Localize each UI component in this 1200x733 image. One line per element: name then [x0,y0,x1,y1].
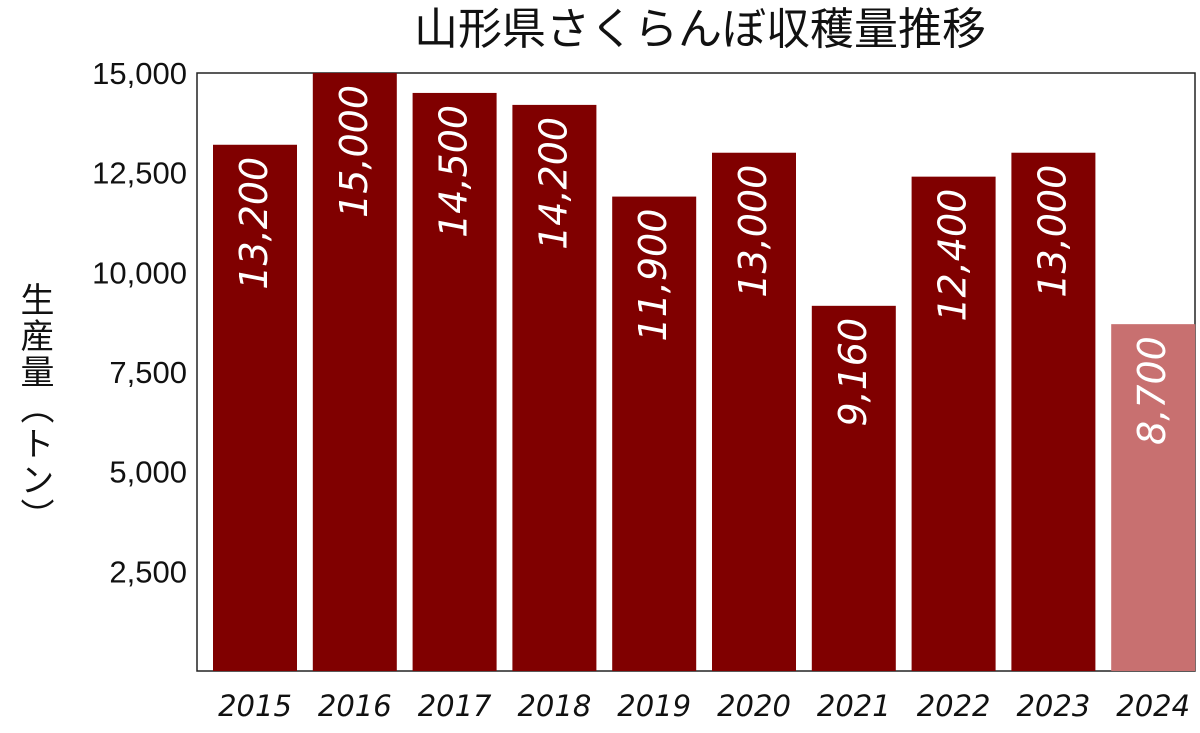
bar-2019 [612,196,697,671]
bar-value-label: 11,900 [631,209,675,342]
bar-value-label: 13,200 [232,157,276,290]
bar-2017 [412,92,497,671]
bar-2018 [512,104,597,672]
bar-2022 [911,176,996,672]
y-tick-label: 7,500 [109,355,187,390]
y-tick-label: 12,500 [92,156,187,191]
bars: 13,200 15,000 14,500 14,200 11,900 13,000 9,16… [213,73,1196,672]
x-tick-label: 2019 [617,689,691,723]
y-tick-label: 10,000 [92,255,187,290]
bar-value-label: 8,700 [1130,336,1174,445]
x-tick-label: 2016 [318,689,392,723]
y-axis-ticks: 2,500 5,000 7,500 10,000 12,500 15,000 [92,56,187,589]
x-tick-label: 2018 [517,689,591,723]
bar-value-label: 9,160 [831,318,875,427]
x-tick-label: 2020 [717,689,791,723]
bar-2024 [1111,324,1196,671]
bar-value-label: 14,200 [531,117,575,250]
bar-value-label: 13,000 [1030,165,1074,298]
y-tick-label: 2,500 [109,554,187,589]
chart-title: 山形県さくらんぼ収穫量推移 [414,4,986,55]
bar-2023 [1011,152,1096,671]
x-tick-label: 2024 [1116,689,1190,723]
bar-2020 [712,152,796,671]
y-tick-label: 5,000 [109,455,187,490]
x-tick-label: 2021 [817,689,891,723]
x-tick-label: 2023 [1016,689,1090,723]
bar-2016 [312,73,397,671]
x-tick-label: 2015 [218,689,292,723]
bar-value-label: 13,000 [731,165,775,298]
bar-2015 [213,144,297,671]
x-axis-ticks: 2015 2016 2017 2018 2019 2020 2021 2022 2023 2024 [218,689,1190,723]
bar-2021 [811,305,896,671]
bar-value-label: 12,400 [931,189,975,322]
bar-value-label: 15,000 [332,85,376,218]
y-tick-label: 15,000 [92,56,187,91]
x-tick-label: 2017 [418,689,492,723]
bar-value-label: 14,500 [432,105,476,238]
y-axis-label: 生産量（トン） [14,282,54,534]
x-tick-label: 2022 [917,689,991,723]
